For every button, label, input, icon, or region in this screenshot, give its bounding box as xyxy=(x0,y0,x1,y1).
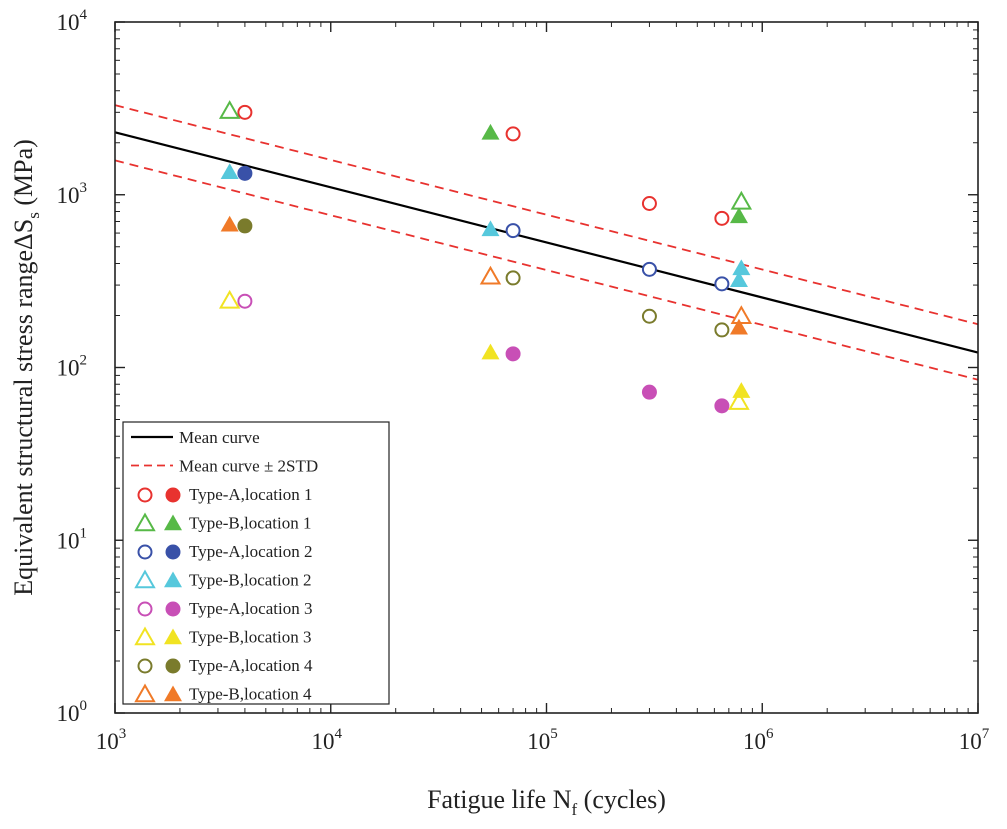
std-band-line-1 xyxy=(114,104,979,326)
data-point-open xyxy=(730,305,753,325)
data-point-filled xyxy=(505,346,521,362)
legend-filled-marker xyxy=(165,487,181,503)
legend-open-marker xyxy=(134,569,156,589)
data-point-open xyxy=(641,195,657,211)
x-tick-label: 106 xyxy=(743,726,774,754)
legend-filled-marker xyxy=(165,544,181,560)
legend-filled-marker xyxy=(164,685,182,702)
data-point-filled xyxy=(237,218,253,234)
y-axis-title: Equivalent structural stress rangeΔSs (M… xyxy=(9,139,43,596)
data-point-open xyxy=(237,293,253,309)
data-point-open xyxy=(714,210,730,226)
data-point-filled xyxy=(481,343,500,360)
x-tick-label: 107 xyxy=(959,726,990,754)
plot-content xyxy=(114,104,979,381)
x-tick-label: 104 xyxy=(312,726,343,754)
legend-open-marker xyxy=(134,512,156,532)
legend-open-marker xyxy=(137,544,153,560)
data-point-open xyxy=(505,270,521,286)
data-point-filled xyxy=(729,271,748,287)
legend-filled-marker xyxy=(165,601,181,617)
y-tick-label: 102 xyxy=(57,353,88,381)
legend-label: Mean curve xyxy=(179,428,260,447)
data-point-open xyxy=(641,261,657,277)
x-tick-label: 103 xyxy=(96,726,127,754)
data-point-open xyxy=(728,391,750,410)
legend-filled-marker xyxy=(165,658,181,674)
legend-label: Type-A,location 3 xyxy=(189,599,312,618)
legend-label: Type-B,location 4 xyxy=(189,685,312,704)
data-point-filled xyxy=(732,259,751,276)
data-point-open xyxy=(505,223,521,239)
data-point-filled xyxy=(729,207,748,224)
data-point-filled xyxy=(481,220,500,237)
legend-open-marker xyxy=(137,487,153,503)
data-point-open xyxy=(218,289,241,309)
legend-open-marker xyxy=(134,626,156,646)
data-point-open xyxy=(714,276,730,292)
x-tick-label: 105 xyxy=(527,726,558,754)
data-point-filled xyxy=(732,382,751,398)
data-point-filled xyxy=(481,123,500,140)
legend-label: Type-A,location 4 xyxy=(189,656,313,675)
legend-label: Mean curve ± 2STD xyxy=(179,457,318,476)
data-point-filled xyxy=(237,165,253,181)
y-tick-label: 100 xyxy=(57,698,88,726)
legend: Mean curve Mean curve ± 2STD Type-A,locati… xyxy=(122,421,390,705)
y-tick-label: 103 xyxy=(57,180,88,208)
legend-label: Type-A,location 1 xyxy=(189,485,312,504)
data-markers xyxy=(218,100,753,414)
legend-filled-marker xyxy=(164,514,182,531)
mean-curve-line xyxy=(114,131,979,354)
axes: 103 104 105 106 107 100 101 102 103 104 xyxy=(57,7,990,754)
data-point-open xyxy=(505,126,521,142)
data-point-open xyxy=(479,265,502,285)
data-point-filled xyxy=(641,384,657,400)
legend-open-marker xyxy=(137,601,153,617)
data-point-filled xyxy=(729,318,748,335)
data-point-open xyxy=(641,308,657,324)
legend-label: Type-A,location 2 xyxy=(189,542,312,561)
data-point-filled xyxy=(220,163,239,179)
legend-box xyxy=(122,421,390,705)
data-point-open xyxy=(237,104,253,120)
y-tick-label: 104 xyxy=(57,7,88,35)
legend-filled-marker xyxy=(164,571,182,588)
legend-label: Type-B,location 1 xyxy=(189,514,312,533)
data-point-filled xyxy=(714,398,730,414)
std-band-line-2 xyxy=(114,159,979,381)
legend-open-marker xyxy=(134,683,156,703)
data-point-filled xyxy=(220,215,239,232)
data-point-open xyxy=(730,190,753,210)
data-point-open xyxy=(218,100,241,119)
y-tick-label: 101 xyxy=(57,525,88,553)
x-axis-title: Fatigue life Nf (cycles) xyxy=(427,785,666,819)
legend-open-marker xyxy=(137,658,153,674)
legend-filled-marker xyxy=(164,628,182,645)
legend-label: Type-B,location 3 xyxy=(189,628,312,647)
data-point-open xyxy=(714,322,730,338)
legend-label: Type-B,location 2 xyxy=(189,571,312,590)
